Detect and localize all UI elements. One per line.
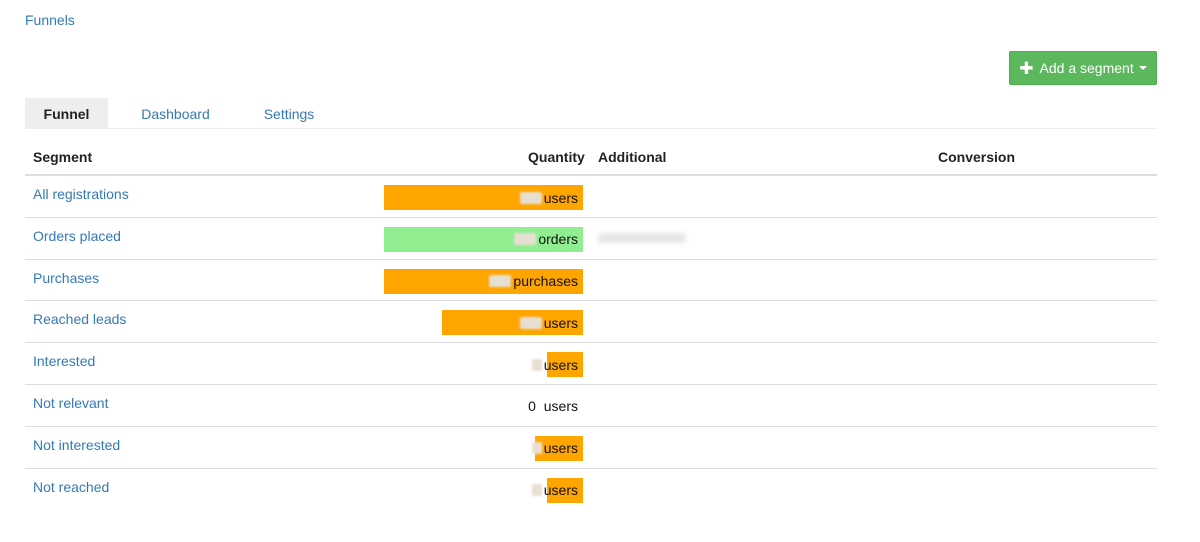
segment-link[interactable]: Interested [33, 353, 96, 370]
redacted-additional [598, 232, 686, 243]
table-row: Orders placed orders [25, 218, 1157, 260]
quantity-bar [547, 477, 583, 503]
header-conversion: Conversion [938, 149, 1016, 165]
quantity-bar [535, 435, 583, 461]
segment-link[interactable]: All registrations [33, 186, 129, 202]
quantity-cell: users [531, 435, 583, 461]
redacted-value [531, 358, 542, 371]
header-segment: Segment [33, 149, 93, 165]
redacted-value [531, 442, 542, 455]
quantity-value: users [519, 314, 583, 331]
table-row: Reached leads users [25, 301, 1157, 344]
quantity-number: 0 [528, 398, 536, 415]
table-header: Segment Quantity Additional Conversion [25, 138, 1157, 176]
quantity-unit: users [543, 482, 578, 499]
segment-link[interactable]: Reached leads [33, 311, 127, 328]
quantity-cell: users [384, 185, 583, 210]
quantity-cell: 0 users [528, 394, 583, 419]
caret-down-icon [1138, 66, 1147, 70]
quantity-bar [384, 226, 583, 252]
quantity-unit: users [543, 440, 578, 457]
redacted-value [519, 316, 542, 329]
redacted-value [519, 191, 542, 204]
tab-funnel[interactable]: Funnel [25, 98, 108, 129]
quantity-unit: orders [538, 231, 578, 248]
tab-dashboard[interactable]: Dashboard [141, 105, 210, 122]
quantity-bar [384, 268, 583, 294]
quantity-value: 0 users [528, 398, 583, 414]
quantity-unit: users [543, 189, 578, 206]
quantity-bar [384, 185, 583, 210]
redacted-value [489, 275, 512, 288]
quantity-unit: users [543, 398, 578, 415]
tab-settings[interactable]: Settings [263, 105, 315, 122]
funnel-table: Segment Quantity Additional Conversion A… [25, 138, 1157, 510]
quantity-unit: users [543, 356, 578, 373]
header-additional: Additional [598, 149, 667, 165]
redacted-value [531, 484, 542, 497]
quantity-cell: orders [384, 226, 583, 252]
quantity-cell: purchases [384, 268, 583, 294]
table-row: Not interested users [25, 427, 1157, 469]
add-segment-button[interactable]: ✚ Add a segment [1009, 51, 1157, 85]
quantity-value: users [519, 189, 583, 206]
redacted-value [514, 233, 537, 246]
table-body: All registrations users Orders placed order… [25, 176, 1157, 510]
quantity-bar [442, 310, 583, 336]
quantity-unit: users [543, 314, 578, 331]
table-row: Interested users [25, 343, 1157, 385]
segment-link[interactable]: Not reached [33, 478, 110, 495]
add-segment-label: Add a segment [1039, 60, 1134, 76]
table-row: Not relevant 0 users [25, 385, 1157, 427]
quantity-unit: purchases [513, 273, 578, 290]
segment-link[interactable]: Purchases [33, 269, 100, 286]
table-row: Not reached users [25, 469, 1157, 511]
segment-link[interactable]: Not interested [33, 436, 121, 453]
breadcrumb-funnels[interactable]: Funnels [25, 12, 75, 28]
quantity-cell: users [531, 352, 583, 378]
tab-bar: Funnel Dashboard Settings [25, 98, 1157, 129]
quantity-cell: users [442, 310, 583, 336]
plus-icon: ✚ [1019, 58, 1034, 78]
segment-link[interactable]: Not relevant [33, 394, 109, 411]
segment-link[interactable]: Orders placed [33, 227, 121, 244]
quantity-cell: users [531, 477, 583, 503]
table-row: Purchases purchases [25, 260, 1157, 302]
quantity-value: users [531, 482, 583, 499]
quantity-value: users [531, 440, 583, 457]
quantity-value: orders [514, 231, 583, 247]
header-quantity: Quantity [528, 149, 585, 165]
quantity-bar [547, 352, 583, 378]
quantity-value: users [531, 356, 583, 373]
quantity-value: purchases [489, 273, 583, 289]
table-row: All registrations users [25, 176, 1157, 218]
